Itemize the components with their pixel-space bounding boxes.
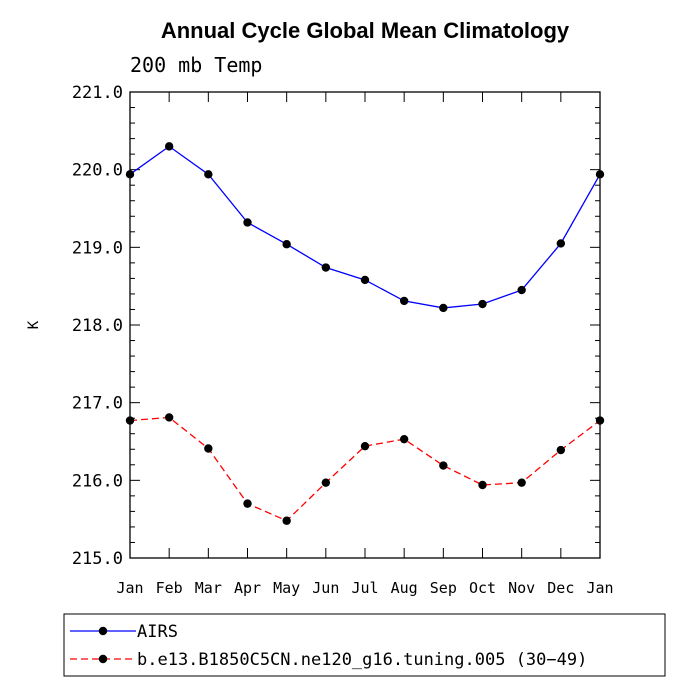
legend-marker: [98, 654, 108, 664]
x-tick-label: Jun: [312, 579, 339, 597]
y-tick-label: 219.0: [72, 238, 123, 258]
data-point: [321, 478, 331, 487]
x-tick-label: Dec: [547, 579, 574, 597]
x-tick-label: Apr: [234, 579, 261, 597]
data-point: [243, 218, 252, 227]
series-layer: [125, 142, 605, 525]
y-tick-label: 215.0: [72, 549, 123, 569]
y-ticks: 215.0 216.0 217.0 218.0 219.0 220.0 221.0: [72, 83, 600, 569]
series-1: [125, 142, 605, 313]
y-tick-label: 216.0: [72, 471, 123, 491]
x-tick-label: Jan: [116, 579, 143, 597]
x-tick-label: Jul: [351, 579, 378, 597]
series-2: [125, 413, 605, 525]
x-tick-label: Nov: [508, 579, 535, 597]
data-point: [321, 263, 331, 272]
data-point: [399, 296, 409, 306]
x-tick-label: Sep: [430, 579, 457, 597]
y-tick-label: 220.0: [72, 161, 123, 181]
x-tick-label: Aug: [391, 579, 418, 597]
data-point: [517, 285, 526, 295]
data-point: [164, 142, 174, 151]
x-tick-label: Mar: [195, 579, 222, 597]
x-ticks: Jan Feb Mar Apr May Jun Jul Aug Sep Oct Nov Dec Jan: [116, 92, 614, 597]
series-line: [129, 416, 601, 522]
x-tick-label: Jan: [586, 579, 613, 597]
legend-box: [63, 613, 666, 677]
data-point: [399, 434, 409, 444]
data-point: [478, 480, 487, 490]
data-point: [282, 240, 291, 249]
y-axis-label: K: [26, 320, 42, 329]
data-point: [204, 444, 213, 453]
data-point: [204, 170, 213, 179]
data-point: [360, 441, 370, 451]
data-point: [556, 239, 566, 248]
y-tick-label: 221.0: [72, 83, 123, 103]
chart-title: Annual Cycle Global Mean Climatology: [161, 18, 570, 43]
x-tick-label: Feb: [156, 579, 183, 597]
data-point: [243, 499, 252, 508]
y-tick-label: 218.0: [72, 316, 123, 336]
data-point: [164, 413, 174, 422]
data-point: [360, 275, 370, 285]
data-point: [439, 303, 448, 313]
data-point: [517, 478, 526, 487]
y-tick-label: 217.0: [72, 394, 123, 414]
legend-label: b.e13.B1850C5CN.ne120_g16.tuning.005 (30…: [137, 650, 587, 670]
data-point: [439, 461, 448, 470]
legend-marker: [98, 626, 108, 636]
plot-frame: [129, 91, 601, 559]
legend-label: AIRS: [137, 622, 178, 642]
x-tick-label: Oct: [469, 579, 496, 597]
data-point: [556, 445, 566, 455]
legend: AIRS b.e13.B1850C5CN.ne120_g16.tuning.005…: [63, 613, 666, 677]
data-point: [282, 516, 291, 525]
x-tick-label: May: [273, 579, 300, 597]
chart-subtitle: 200 mb Temp: [130, 53, 262, 77]
data-point: [478, 299, 487, 309]
